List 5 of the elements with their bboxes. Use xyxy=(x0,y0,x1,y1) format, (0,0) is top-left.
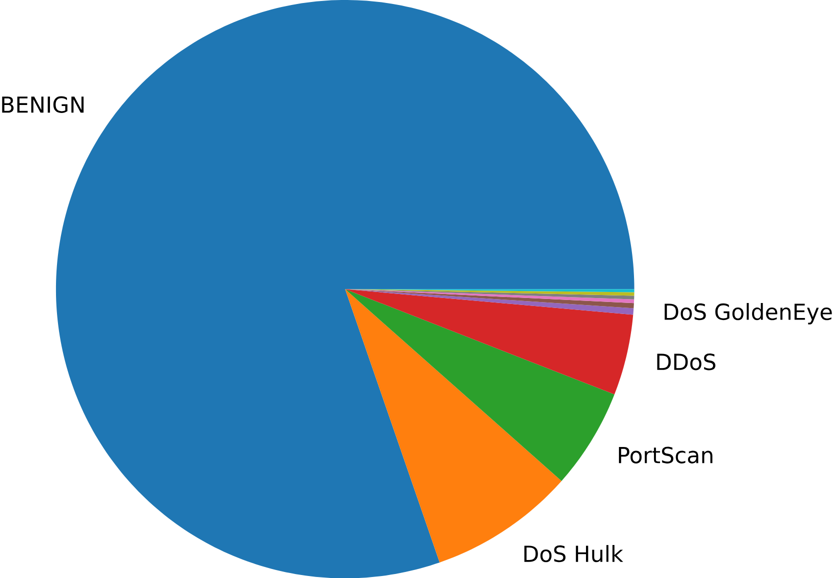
slice-label: DoS Hulk xyxy=(524,544,624,562)
slice-label: BENIGN xyxy=(2,96,84,113)
slice-label: PortScan xyxy=(618,446,712,464)
slice-label: DoS GoldenEye xyxy=(664,302,832,324)
slice-label: DDoS xyxy=(657,353,716,370)
